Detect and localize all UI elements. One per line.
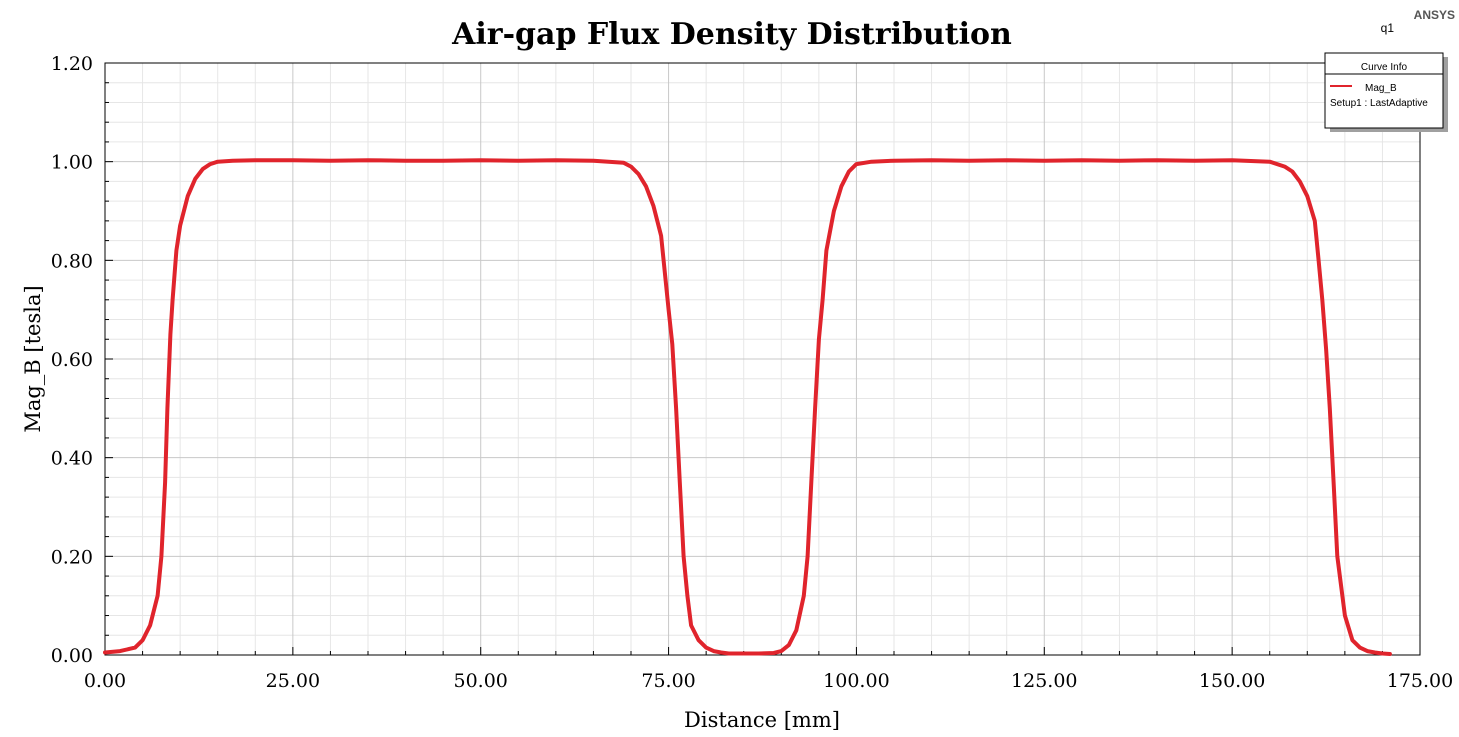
x-tick-label: 50.00	[454, 670, 508, 692]
y-tick-label: 1.00	[51, 152, 93, 174]
x-tick-label: 0.00	[84, 670, 126, 692]
series-line-mag-b	[103, 158, 1392, 656]
x-axis-title: Distance [mm]	[684, 708, 840, 732]
x-tick-label: 100.00	[823, 670, 889, 692]
y-tick-label: 0.00	[51, 645, 93, 667]
legend-box[interactable]: Curve Info Mag_B Setup1 : LastAdaptive	[1324, 52, 1448, 132]
legend-frame	[1324, 52, 1444, 129]
x-tick-label: 150.00	[1199, 670, 1265, 692]
chart-title: Air-gap Flux Density Distribution	[451, 17, 1012, 52]
legend-entry-sub: Setup1 : LastAdaptive	[1330, 98, 1428, 109]
y-tick-label: 0.20	[51, 546, 93, 568]
y-tick-label: 0.40	[51, 448, 93, 470]
y-tick-label: 0.80	[51, 250, 93, 272]
y-tick-label: 0.60	[51, 349, 93, 371]
x-tick-label: 75.00	[641, 670, 695, 692]
x-tick-label: 125.00	[1011, 670, 1077, 692]
y-tick-label: 1.20	[51, 53, 93, 75]
legend-entry-name: Mag_B	[1365, 83, 1397, 94]
series-layer	[103, 158, 1392, 656]
brand-label: ANSYS	[1414, 8, 1455, 22]
legend-title: Curve Info	[1361, 62, 1408, 73]
major-grid	[105, 63, 1420, 655]
x-axis-ticks: 0.00 25.00 50.00 75.00 100.00 125.00 150.00 175…	[84, 647, 1453, 692]
y-axis-ticks: 0.00 0.20 0.40 0.60 0.80 1.00 1.20	[51, 53, 113, 667]
y-axis-title: Mag_B [tesla]	[21, 285, 45, 432]
x-tick-label: 175.00	[1387, 670, 1453, 692]
plot-id-label: q1	[1381, 21, 1395, 35]
x-tick-label: 25.00	[266, 670, 320, 692]
